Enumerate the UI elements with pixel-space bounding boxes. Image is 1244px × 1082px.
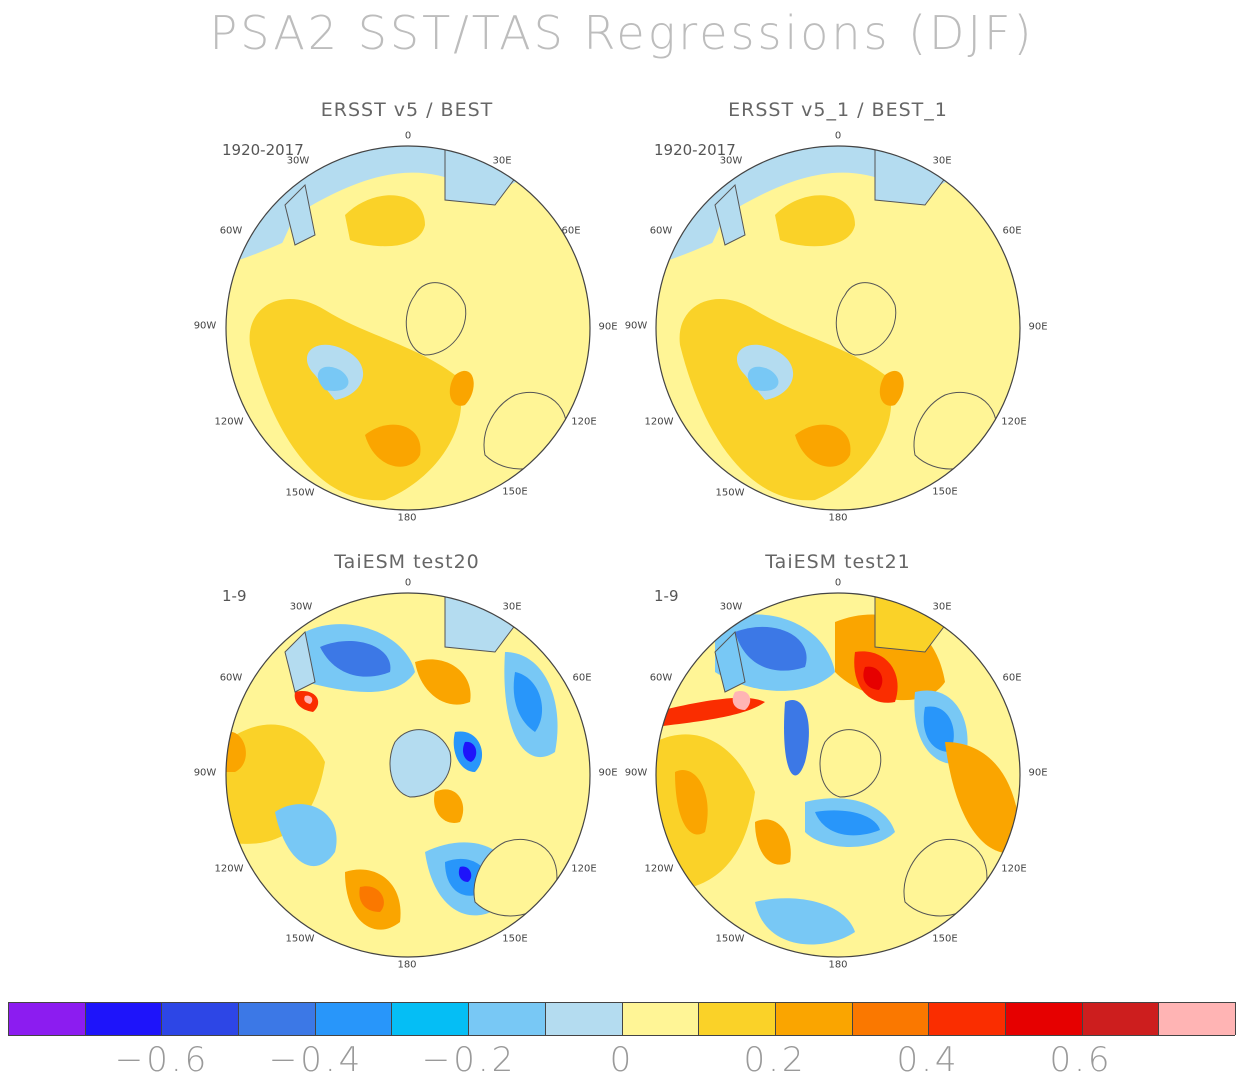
colorbar-tick-label: 0.4 [896,1040,960,1080]
colorbar-tick-label: −0.6 [114,1040,210,1080]
lon-label-0: 0 [404,577,412,589]
colorbar-swatch [699,1002,776,1035]
lon-label-150e: 150E [502,933,528,945]
lon-label-30w: 30W [286,155,310,167]
panel-period-3: 1-9 [222,587,247,605]
lon-label-120w: 120W [644,416,674,428]
lon-label-30e: 30E [492,155,512,167]
lon-label-150e: 150E [932,486,958,498]
lon-label-150w: 150W [285,933,315,945]
lon-label-180: 180 [397,959,417,971]
lon-label-180: 180 [828,959,848,971]
colorbar-swatch [85,1002,163,1035]
lon-label-90e: 90E [598,767,618,779]
lon-label-120e: 120E [571,863,597,875]
lon-label-180: 180 [397,512,417,524]
lon-label-90w: 90W [193,320,217,332]
lon-label-180: 180 [828,512,848,524]
lon-label-150w: 150W [715,487,745,499]
lon-label-90e: 90E [1028,321,1048,333]
lon-label-120e: 120E [571,416,597,428]
panel-period-1: 1920-2017 [222,141,304,159]
lon-label-60w: 60W [649,672,673,684]
lon-label-30e: 30E [932,155,952,167]
main-title: PSA2 SST/TAS Regressions (DJF) [209,6,1035,60]
lon-label-90w: 90W [624,767,648,779]
lon-label-0: 0 [834,577,842,589]
colorbar-swatch [162,1002,240,1035]
lon-label-60e: 60E [561,225,581,237]
lon-label-30w: 30W [289,601,313,613]
polar-map-4 [655,592,1021,958]
polar-map-2 [655,145,1021,511]
panel-title-4: TaiESM test21 [765,551,911,573]
lon-label-60e: 60E [1002,672,1022,684]
colorbar-swatch [469,1002,546,1035]
lon-label-150w: 150W [285,487,315,499]
colorbar-swatch [1159,1002,1236,1035]
panel-title-2: ERSST v5_1 / BEST_1 [728,99,948,121]
lon-label-60e: 60E [572,672,592,684]
polar-map-3 [225,592,591,958]
colorbar-tick-label: −0.2 [421,1040,517,1080]
polar-map-1 [225,145,591,511]
colorbar-tick-label: −0.4 [268,1040,364,1080]
lon-label-150e: 150E [502,486,528,498]
colorbar [8,1002,1236,1035]
lon-label-90e: 90E [1028,767,1048,779]
lon-label-0: 0 [404,130,412,142]
lon-label-30w: 30W [719,155,743,167]
lon-label-30e: 30E [932,601,952,613]
lon-label-120e: 120E [1001,416,1027,428]
lon-label-120w: 120W [644,863,674,875]
colorbar-swatch [315,1002,393,1035]
panel-title-1: ERSST v5 / BEST [320,99,494,121]
lon-label-150w: 150W [715,933,745,945]
colorbar-tick-label: 0.6 [1049,1040,1113,1080]
colorbar-swatch [545,1002,623,1035]
panel-title-3: TaiESM test20 [334,551,480,573]
lon-label-60e: 60E [1002,225,1022,237]
colorbar-tick-label: 0.2 [743,1040,807,1080]
lon-label-30w: 30W [719,601,743,613]
colorbar-swatch [1005,1002,1083,1035]
lon-label-90e: 90E [598,321,618,333]
colorbar-swatch [8,1002,86,1035]
lon-label-30e: 30E [502,601,522,613]
lon-label-90w: 90W [193,767,217,779]
lon-label-60w: 60W [219,672,243,684]
lon-label-120w: 120W [214,416,244,428]
lon-label-120e: 120E [1001,863,1027,875]
colorbar-swatch [239,1002,316,1035]
lon-label-60w: 60W [219,225,243,237]
panel-period-2: 1920-2017 [654,141,736,159]
colorbar-tick-label: 0 [609,1040,635,1080]
lon-label-150e: 150E [932,933,958,945]
lon-label-120w: 120W [214,863,244,875]
lon-label-60w: 60W [649,225,673,237]
lon-label-90w: 90W [624,320,648,332]
lon-label-0: 0 [834,130,842,142]
panel-period-4: 1-9 [654,587,679,605]
colorbar-swatch [852,1002,930,1035]
colorbar-swatch [1082,1002,1160,1035]
colorbar-swatch [929,1002,1006,1035]
colorbar-swatch [622,1002,700,1035]
colorbar-swatch [775,1002,853,1035]
colorbar-swatch [392,1002,470,1035]
